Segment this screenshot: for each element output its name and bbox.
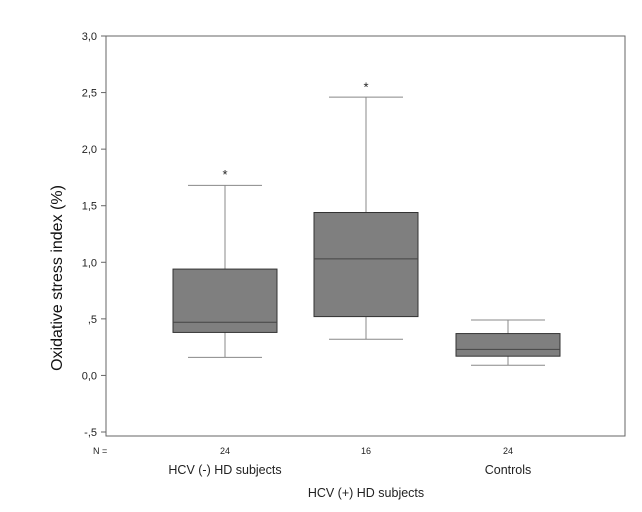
n-count-label: 24 [220,446,230,456]
box-iqr [455,333,561,357]
y-tick-label: 1,5 [82,201,97,213]
category-label: HCV (+) HD subjects [308,486,424,500]
y-tick-label: 2,5 [82,88,97,100]
extreme-marker: * [363,80,368,95]
n-prefix-label: N = [93,446,107,456]
n-labels: 24 16 24 [220,446,513,456]
category-label: HCV (-) HD subjects [168,463,281,477]
category-label: Controls [485,463,532,477]
n-count-label: 16 [361,446,371,456]
extreme-marker: * [222,167,227,182]
y-axis-ticks: 3,0 2,5 2,0 1,5 1,0 ,5 0,0 -,5 [82,31,106,439]
y-tick-label: 2,0 [82,144,97,156]
y-tick-label: ,5 [88,314,97,326]
y-tick-label: -,5 [84,427,97,439]
box-group: ** [172,80,561,366]
box-iqr [172,268,278,333]
box-iqr [313,212,419,318]
n-count-label: 24 [503,446,513,456]
category-labels: HCV (-) HD subjects HCV (+) HD subjects Co… [168,463,531,500]
y-axis-label: Oxidative stress index (%) [49,185,66,371]
y-tick-label: 1,0 [82,257,97,269]
y-tick-label: 0,0 [82,370,97,382]
y-tick-label: 3,0 [82,31,97,43]
